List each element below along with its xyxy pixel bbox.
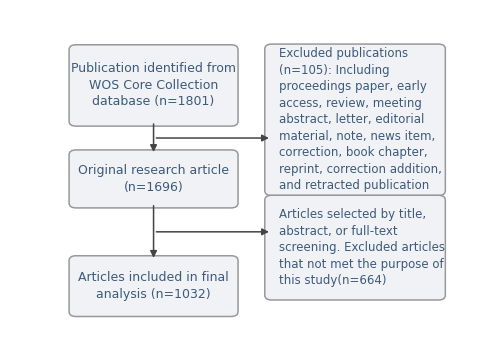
FancyBboxPatch shape [265,195,446,300]
Text: Original research article
(n=1696): Original research article (n=1696) [78,164,229,193]
Text: Excluded publications
(n=105): Including
proceedings paper, early
access, review: Excluded publications (n=105): Including… [278,47,442,192]
FancyBboxPatch shape [69,150,238,208]
FancyBboxPatch shape [69,45,238,126]
FancyBboxPatch shape [265,44,446,196]
Text: Publication identified from
WOS Core Collection
database (n=1801): Publication identified from WOS Core Col… [71,62,236,109]
FancyBboxPatch shape [69,256,238,317]
Text: Articles selected by title,
abstract, or full-text
screening. Excluded articles
: Articles selected by title, abstract, or… [278,208,444,287]
Text: Articles included in final
analysis (n=1032): Articles included in final analysis (n=1… [78,271,229,301]
